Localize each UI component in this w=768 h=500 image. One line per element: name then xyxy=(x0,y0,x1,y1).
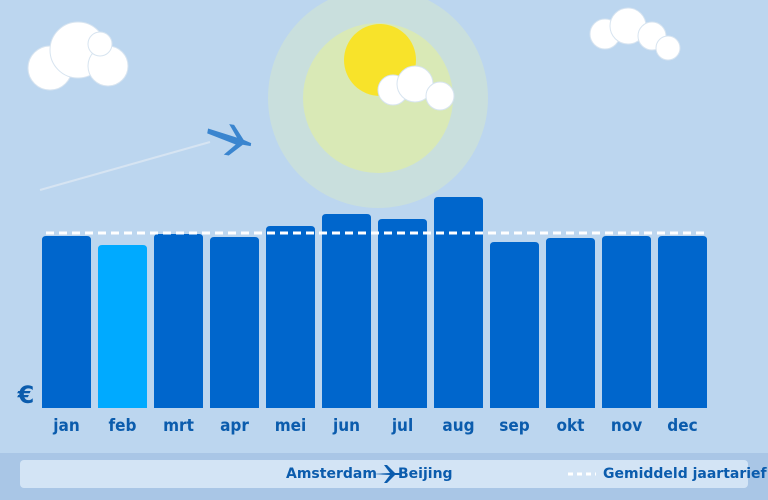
bar xyxy=(98,245,147,408)
x-tick-label: nov xyxy=(611,416,642,436)
bar xyxy=(210,237,259,408)
bar xyxy=(154,234,203,408)
plane-icon xyxy=(207,124,252,156)
bar xyxy=(322,214,371,408)
x-tick-label: mei xyxy=(275,416,307,436)
contrail xyxy=(39,141,211,191)
route-to: Beijing xyxy=(398,466,453,482)
currency-label: € xyxy=(17,381,35,409)
x-tick-label: jul xyxy=(391,416,413,436)
bar xyxy=(546,238,595,408)
bar xyxy=(490,242,539,408)
clouds xyxy=(27,7,681,111)
x-tick-label: sep xyxy=(499,416,529,436)
x-tick-label: jun xyxy=(332,416,360,436)
bar xyxy=(434,197,483,408)
x-tick-label: dec xyxy=(667,416,697,436)
sun xyxy=(268,0,488,208)
bar xyxy=(266,226,315,408)
bar xyxy=(602,236,651,408)
bar xyxy=(658,236,707,408)
route-from: Amsterdam xyxy=(286,466,377,482)
bar xyxy=(378,219,427,408)
x-tick-label: jan xyxy=(52,416,79,436)
x-tick-label: apr xyxy=(220,416,249,436)
x-tick-label: aug xyxy=(442,416,474,436)
legend-label: Gemiddeld jaartarief xyxy=(603,466,768,482)
route-plane xyxy=(372,465,401,483)
bar xyxy=(42,236,91,408)
x-tick-label: mrt xyxy=(163,416,194,436)
x-tick-label: okt xyxy=(557,416,585,436)
x-tick-label: feb xyxy=(109,416,137,436)
